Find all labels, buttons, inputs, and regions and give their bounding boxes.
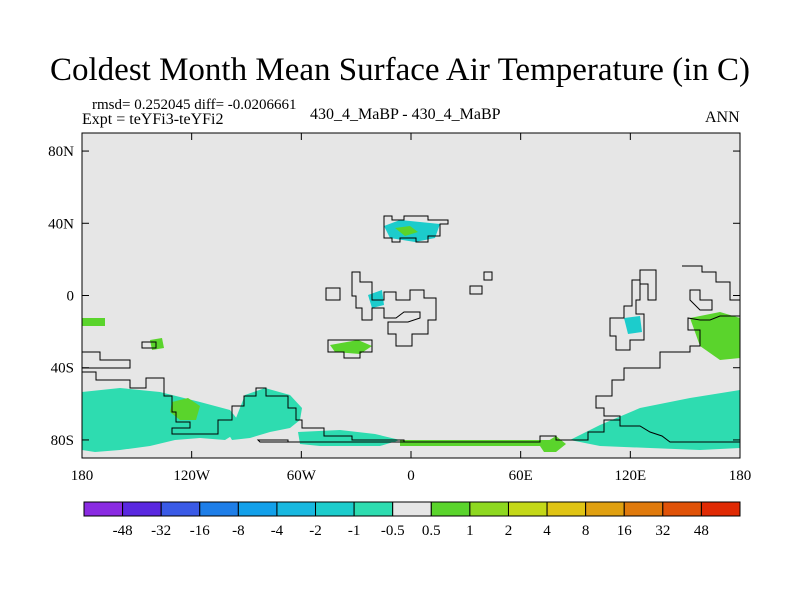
x-tick-label: 0 xyxy=(407,468,415,484)
experiment-text: Expt = teYFi3-teYFi2 xyxy=(82,111,224,128)
colorbar-swatch xyxy=(469,501,509,517)
australia-west-coast xyxy=(609,279,645,351)
colorbar-label: 4 xyxy=(543,523,551,539)
antarctic-coast xyxy=(82,371,620,443)
colorbar-swatch xyxy=(160,501,201,517)
colorbar-swatch xyxy=(315,501,355,517)
x-tick-label: 60E xyxy=(509,468,533,484)
x-tick-label: 60W xyxy=(287,468,317,484)
south-atlantic-anomaly xyxy=(330,340,372,354)
colorbar-label: -32 xyxy=(151,523,171,539)
y-tick-label: 40S xyxy=(51,361,74,377)
west-pacific-small xyxy=(82,318,105,326)
colorbar-swatch xyxy=(199,501,239,517)
colorbar-label: -1 xyxy=(348,523,361,539)
east-antarctic-anomaly xyxy=(570,390,740,450)
case-text: 430_4_MaBP - 430_4_MaBP xyxy=(310,106,501,123)
colorbar-swatch xyxy=(276,501,317,517)
colorbar-swatch xyxy=(662,501,702,517)
coastlines xyxy=(82,215,740,443)
colorbar-swatch xyxy=(623,501,664,517)
antarctic-south-band xyxy=(400,440,560,446)
australia-east-coast xyxy=(639,269,657,301)
season-text: ANN xyxy=(705,109,740,126)
colorbar-label: 16 xyxy=(617,523,633,539)
north-africa-anomaly-green xyxy=(395,226,418,236)
africa-coast xyxy=(351,271,437,347)
x-tick-label: 180 xyxy=(71,468,94,484)
colorbar-swatch xyxy=(237,501,278,517)
antarctic-peninsula-anomaly xyxy=(226,388,302,440)
colorbar-label: -4 xyxy=(271,523,284,539)
y-tick-label: 40N xyxy=(48,216,74,232)
y-tick-label: 80S xyxy=(51,433,74,449)
east-coast-detail xyxy=(689,289,713,311)
india-coast xyxy=(483,271,493,281)
x-tick-label: 180 xyxy=(729,468,752,484)
australia-west-anomaly xyxy=(624,316,642,334)
y-tick-label: 80N xyxy=(48,144,74,160)
colorbar: -48 -32 -16 -8 -4 -2 -1 -0.5 0.5 1 2 4 8 16 32 48 xyxy=(83,501,741,539)
south-pacific-anomaly-green xyxy=(170,398,200,420)
south-atlantic-island xyxy=(327,339,373,359)
anomaly-layer xyxy=(82,220,740,452)
north-africa-coast xyxy=(383,215,449,243)
colorbar-swatch xyxy=(585,501,625,517)
south-pacific-anomaly xyxy=(82,388,238,452)
colorbar-label: -48 xyxy=(113,523,133,539)
colorbar-label: 8 xyxy=(582,523,590,539)
colorbar-label: 48 xyxy=(694,523,709,539)
australia-main-coast xyxy=(595,265,740,443)
australia-offshore-anomaly xyxy=(690,312,740,360)
colorbar-swatch xyxy=(430,501,471,517)
colorbar-label: 32 xyxy=(655,523,670,539)
south-pacific-coast xyxy=(82,351,131,369)
colorbar-label: -0.5 xyxy=(381,523,405,539)
colorbar-label: 0.5 xyxy=(422,523,441,539)
mid-atlantic-island xyxy=(325,287,341,301)
colorbar-label: -2 xyxy=(309,523,322,539)
colorbar-swatch xyxy=(353,501,394,517)
arabia-coast xyxy=(469,285,483,295)
colorbar-swatch xyxy=(122,501,162,517)
colorbar-swatch xyxy=(83,501,124,517)
x-axis: 180 120W 60W 0 60E 120E 180 xyxy=(71,133,752,484)
y-tick-label: 0 xyxy=(67,289,75,305)
south-america-west xyxy=(141,341,157,349)
colorbar-swatch xyxy=(700,501,741,517)
x-tick-label: 120E xyxy=(614,468,646,484)
y-axis: 80N 40N 0 40S 80S xyxy=(48,144,740,449)
stats-text: rmsd= 0.252045 diff= -0.0206661 xyxy=(92,97,297,113)
colorbar-swatch xyxy=(507,501,548,517)
colorbar-label: 1 xyxy=(466,523,474,539)
colorbar-label: -8 xyxy=(232,523,245,539)
west-coast-small xyxy=(150,338,164,350)
colorbar-swatch xyxy=(546,501,587,517)
colorbar-swatch xyxy=(392,501,432,517)
chart-title: Coldest Month Mean Surface Air Temperatu… xyxy=(50,52,750,88)
colorbar-label: -16 xyxy=(190,523,210,539)
x-tick-label: 120W xyxy=(173,468,211,484)
colorbar-label: 2 xyxy=(505,523,513,539)
